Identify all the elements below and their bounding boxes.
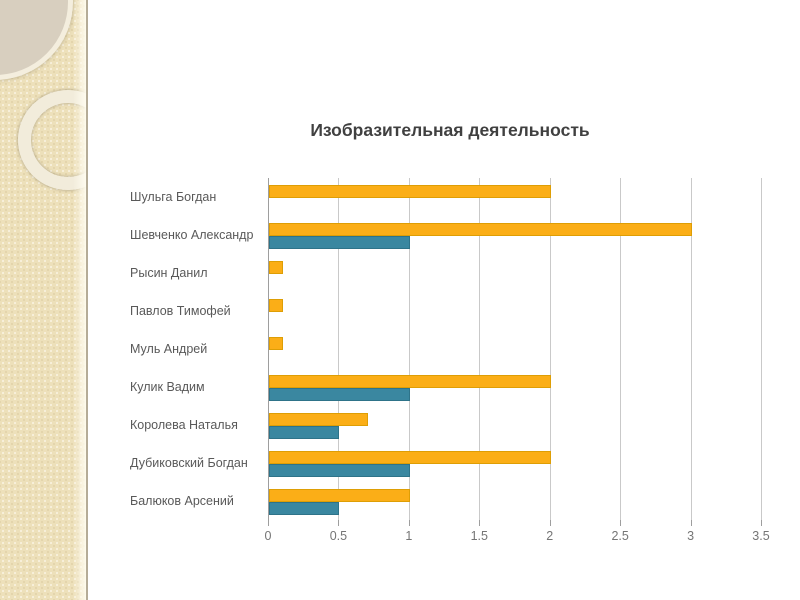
bar-orange-series [269, 375, 551, 388]
x-tick-label: 2.5 [611, 529, 629, 543]
gridline [479, 178, 481, 520]
category-label: Муль Андрей [130, 342, 208, 356]
category-label: Рысин Данил [130, 266, 208, 280]
bar-orange-series [269, 223, 692, 236]
bar-orange-series [269, 299, 284, 312]
x-tick-label: 2 [546, 529, 554, 543]
bar-teal-series [269, 502, 340, 515]
chart-title: Изобразительная деятельность [310, 120, 590, 140]
tick-mark [690, 520, 692, 526]
plot-area [268, 178, 762, 526]
decorative-filled-circle-icon [0, 0, 73, 80]
category-label: Королева Наталья [130, 418, 238, 432]
x-tick-label: 0 [264, 529, 272, 543]
value-axis-line [268, 178, 269, 520]
bar-orange-series [269, 185, 551, 198]
x-tick-label: 3.5 [752, 529, 770, 543]
gridline [549, 178, 551, 520]
tick-mark [338, 520, 340, 526]
bar-orange-series [269, 413, 368, 426]
bar-orange-series [269, 261, 284, 274]
x-tick-label: 1.5 [470, 529, 488, 543]
category-label: Шевченко Александр [130, 228, 254, 242]
category-label: Павлов Тимофей [130, 304, 231, 318]
bar-teal-series [269, 388, 410, 401]
tick-mark [620, 520, 622, 526]
bar-orange-series [269, 337, 284, 350]
category-label: Кулик Вадим [130, 380, 205, 394]
tick-mark [268, 520, 269, 526]
tick-mark [408, 520, 410, 526]
x-tick-label: 3 [687, 529, 695, 543]
category-label: Балюков Арсений [130, 494, 234, 508]
gridline [338, 178, 340, 520]
tick-mark [761, 520, 762, 526]
bar-orange-series [269, 489, 410, 502]
gridline [690, 178, 692, 520]
tick-mark [549, 520, 551, 526]
bar-teal-series [269, 236, 410, 249]
bar-teal-series [269, 426, 340, 439]
x-tick-label: 0.5 [329, 529, 348, 543]
gridline [761, 178, 762, 520]
category-label: Дубиковский Богдан [130, 456, 248, 470]
gridline [408, 178, 410, 520]
bar-teal-series [269, 464, 410, 477]
tick-mark [479, 520, 481, 526]
decorative-ring-icon [18, 90, 86, 190]
x-tick-label: 1 [405, 529, 413, 543]
bar-orange-series [269, 451, 551, 464]
category-label: Шульга Богдан [130, 190, 217, 204]
gridline [620, 178, 622, 520]
decorative-sidebar [0, 0, 88, 600]
